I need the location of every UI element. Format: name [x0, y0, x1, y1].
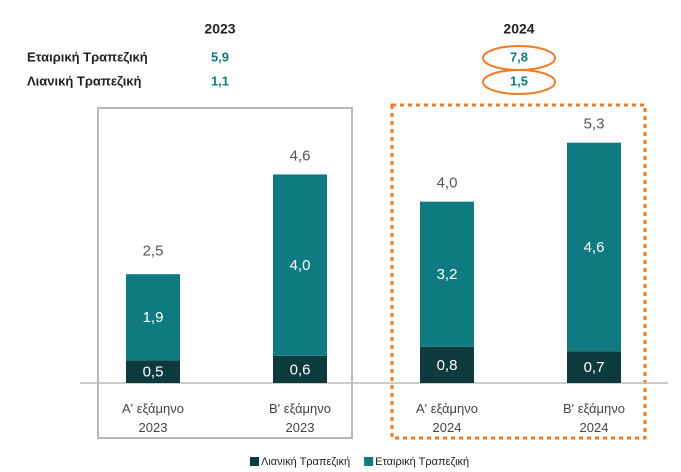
summary-value: 1,1: [211, 73, 229, 88]
summary-value: 1,5: [510, 73, 528, 88]
x-tick-label: Β' εξάμηνο 2023: [269, 401, 331, 435]
frame-2023: [97, 107, 353, 439]
bar-segment: [420, 201, 474, 347]
row-label: Λιανική Τραπεζική: [27, 73, 142, 88]
bar-segment: [126, 274, 180, 361]
total-label: 2,5: [143, 243, 164, 260]
year-header: 2024: [503, 21, 534, 37]
row-label: Εταιρική Τραπεζική: [27, 49, 148, 64]
x-tick-label: Α' εξάμηνο 2024: [416, 401, 478, 435]
x-tick-label: Β' εξάμηνο 2024: [563, 401, 625, 435]
legend-swatch: [250, 457, 259, 466]
summary-value: 7,8: [510, 49, 528, 64]
total-label: 5,3: [584, 116, 605, 133]
value-label: 0,6: [290, 361, 311, 378]
value-label: 0,5: [143, 364, 164, 381]
x-tick-label: Α' εξάμηνο 2023: [122, 401, 184, 435]
bar-segment: [567, 142, 621, 352]
value-label: 4,6: [584, 239, 605, 256]
legend-label: Εταιρική Τραπεζική: [375, 456, 469, 468]
highlight: [482, 69, 556, 95]
total-label: 4,6: [290, 147, 311, 164]
bar-segment: [567, 351, 621, 383]
legend-swatch: [364, 457, 374, 466]
value-label: 3,2: [437, 266, 458, 283]
value-label: 0,8: [437, 357, 458, 374]
value-label: 0,7: [584, 359, 605, 376]
bar-segment: [273, 355, 327, 383]
total-label: 4,0: [437, 175, 458, 192]
year-header: 2023: [204, 21, 235, 37]
bar-segment: [420, 346, 474, 383]
bar-segment: [273, 174, 327, 356]
frame-2024: [390, 103, 647, 440]
legend-label: Λιανική Τραπεζική: [261, 456, 350, 468]
bar-segment: [126, 360, 180, 383]
summary-value: 5,9: [211, 49, 229, 64]
value-label: 4,0: [290, 257, 311, 274]
value-label: 1,9: [143, 309, 164, 326]
